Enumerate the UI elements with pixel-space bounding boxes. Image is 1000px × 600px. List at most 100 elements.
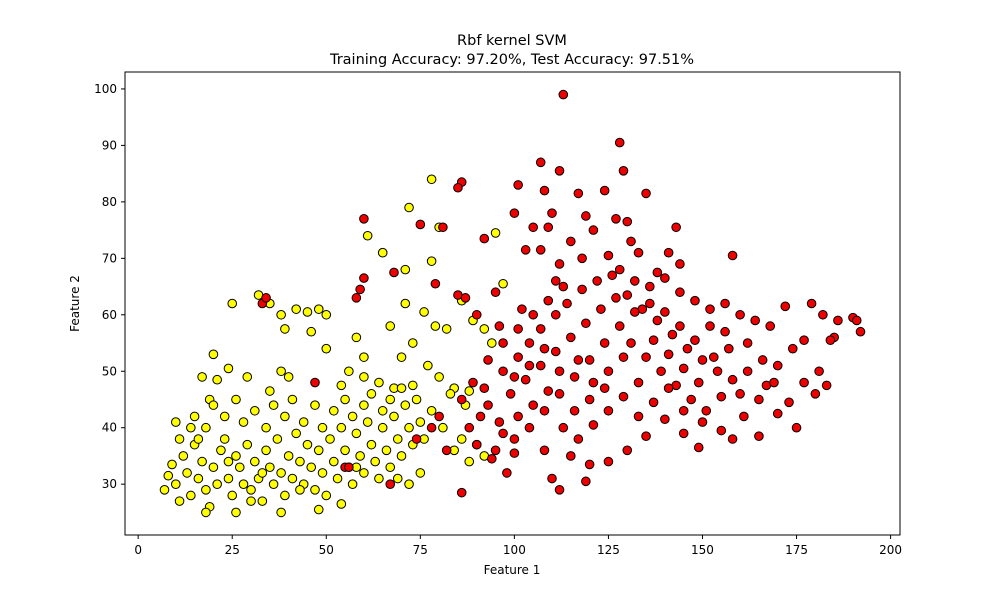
point-class-0-58 — [174, 496, 185, 506]
point-class-0-134 — [249, 405, 260, 416]
point-class-0-121 — [411, 394, 422, 405]
point-class-0-26 — [430, 321, 441, 331]
point-class-1-35 — [577, 253, 587, 264]
point-class-0-42 — [265, 386, 275, 396]
point-class-1-111 — [577, 284, 587, 295]
point-class-1-41 — [652, 267, 663, 278]
point-class-0-60 — [182, 468, 192, 478]
point-class-1-114 — [622, 290, 633, 300]
point-class-1-8 — [539, 185, 550, 196]
point-class-1-198 — [675, 321, 685, 331]
point-class-1-188 — [724, 343, 734, 354]
point-class-1-110 — [562, 298, 572, 309]
point-class-0-39 — [276, 366, 286, 377]
point-class-0-161 — [313, 504, 324, 515]
point-class-1-144 — [566, 332, 576, 343]
point-class-0-93 — [306, 462, 317, 473]
point-class-0-95 — [313, 445, 324, 456]
point-class-0-85 — [276, 468, 286, 478]
point-class-0-100 — [332, 473, 343, 484]
point-class-1-205 — [569, 405, 580, 416]
point-class-0-92 — [302, 439, 313, 450]
point-class-1-172 — [483, 355, 493, 365]
point-class-1-15 — [509, 208, 520, 218]
point-class-0-78 — [249, 456, 260, 467]
point-class-0-90 — [295, 456, 305, 467]
point-class-0-108 — [362, 417, 373, 427]
point-class-0-96 — [317, 468, 328, 478]
point-class-1-128 — [645, 281, 655, 292]
point-class-1-31 — [430, 278, 441, 289]
y-axis-ticks: 30 40 50 60 70 80 90 100 — [94, 82, 125, 491]
chart-title-line-1: Rbf kernel SVM — [457, 33, 567, 49]
point-class-1-191 — [757, 355, 768, 365]
y-tick-label-70: 70 — [102, 251, 117, 265]
point-class-1-122 — [742, 366, 753, 377]
x-tick-label-75: 75 — [413, 543, 428, 557]
point-class-1-121 — [727, 374, 738, 385]
point-class-1-3 — [618, 166, 629, 176]
point-class-1-137 — [509, 434, 520, 444]
point-class-1-123 — [720, 326, 730, 337]
point-class-1-88 — [660, 414, 670, 425]
point-class-1-42 — [550, 276, 561, 286]
point-class-1-196 — [705, 321, 715, 331]
point-class-0-112 — [377, 422, 388, 433]
point-class-1-106 — [513, 352, 523, 362]
point-class-0-46 — [374, 377, 384, 388]
x-tick-label-100: 100 — [503, 543, 526, 557]
point-class-0-75 — [238, 479, 249, 489]
point-class-1-81 — [780, 301, 791, 312]
point-class-1-207 — [539, 343, 550, 354]
point-class-0-139 — [298, 417, 309, 427]
point-class-1-147 — [611, 293, 621, 303]
point-class-0-87 — [283, 451, 294, 461]
point-class-1-181 — [618, 352, 629, 362]
point-class-0-106 — [355, 451, 365, 461]
series-class-0 — [159, 174, 508, 518]
point-class-1-50 — [261, 293, 271, 303]
x-tick-label-200: 200 — [879, 543, 902, 557]
point-class-1-102 — [426, 422, 437, 433]
point-class-1-85 — [716, 425, 727, 436]
point-class-1-99 — [464, 422, 475, 433]
point-class-1-157 — [663, 349, 674, 360]
point-class-1-186 — [693, 442, 704, 453]
point-class-0-114 — [385, 462, 396, 473]
point-class-0-162 — [201, 507, 211, 518]
point-class-1-89 — [641, 431, 651, 441]
point-class-1-56 — [456, 487, 467, 498]
point-class-0-76 — [242, 439, 253, 450]
point-class-0-31 — [487, 338, 497, 348]
point-class-0-109 — [366, 439, 377, 450]
y-tick-label-40: 40 — [102, 421, 117, 435]
point-class-1-185 — [678, 428, 689, 439]
point-class-0-110 — [370, 456, 380, 467]
point-class-0-125 — [415, 468, 426, 478]
point-class-0-163 — [246, 496, 256, 506]
point-class-0-16 — [400, 264, 411, 275]
point-class-1-21 — [479, 233, 490, 244]
point-class-0-65 — [201, 485, 211, 495]
point-class-1-119 — [697, 355, 708, 365]
point-class-0-36 — [197, 372, 207, 382]
point-class-1-54 — [344, 462, 354, 473]
point-class-1-66 — [806, 298, 817, 309]
point-class-1-84 — [727, 434, 738, 444]
point-class-0-68 — [212, 479, 222, 489]
point-class-1-170 — [475, 411, 486, 422]
point-class-0-9 — [306, 326, 317, 337]
point-class-1-0 — [558, 89, 569, 100]
point-class-1-57 — [554, 485, 565, 495]
point-class-1-33 — [535, 245, 546, 255]
point-class-1-78 — [742, 338, 753, 348]
point-class-1-197 — [690, 335, 700, 346]
point-class-1-38 — [663, 247, 674, 258]
point-class-1-91 — [603, 456, 614, 467]
point-class-1-29 — [351, 293, 362, 303]
point-class-1-77 — [735, 389, 745, 399]
point-class-1-193 — [784, 397, 794, 408]
point-class-0-57 — [170, 479, 181, 489]
point-class-1-109 — [550, 309, 561, 320]
point-class-0-43 — [336, 380, 347, 391]
